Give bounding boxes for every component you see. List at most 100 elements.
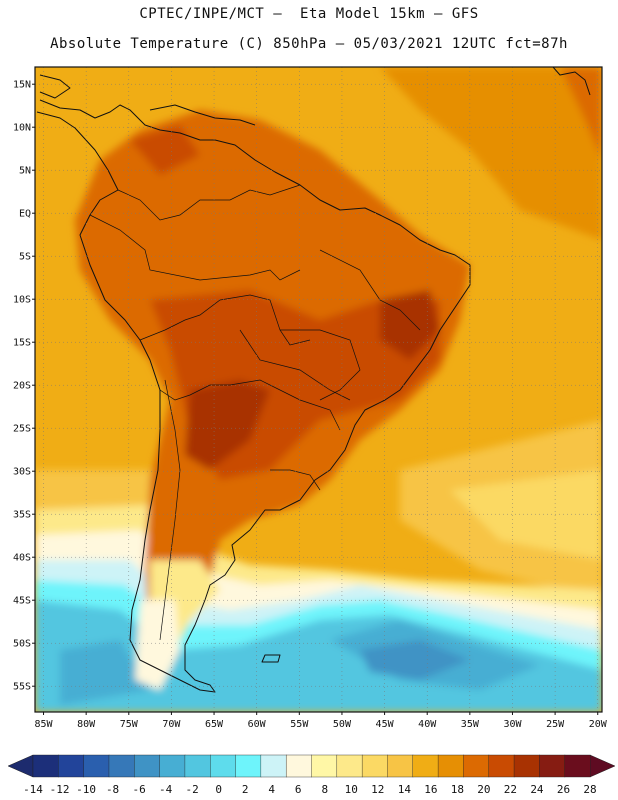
colorbar-swatch (210, 754, 237, 778)
colorbar-tick-label: 28 (583, 783, 596, 796)
lon-tick-label: 80W (77, 719, 96, 730)
lon-tick-label: 70W (162, 719, 181, 730)
central-america-coast (39, 74, 71, 99)
lon-tick-label: 60W (248, 719, 267, 730)
colorbar-tick-label: 20 (477, 783, 490, 796)
border-brazil-center (239, 329, 351, 401)
temperature-field (35, 67, 602, 712)
colorbar-tick-label: 0 (215, 783, 222, 796)
colorbar-swatch (488, 754, 515, 778)
colorbar-tick-label: -2 (186, 783, 199, 796)
lon-tick-label: 25W (546, 719, 565, 730)
lon-tick-label: 45W (376, 719, 395, 730)
lon-tick-label: 85W (34, 719, 53, 730)
lat-tick-label: 50S (13, 639, 31, 650)
colorbar-swatch (235, 754, 262, 778)
colorbar-swatch (184, 754, 211, 778)
colorbar-swatch (539, 754, 566, 778)
colorbar-swatch (58, 754, 85, 778)
colorbar-tick-label: 2 (242, 783, 249, 796)
colorbar-swatch (437, 754, 464, 778)
colorbar-over-arrow (589, 754, 616, 778)
map-frame (34, 66, 603, 713)
colorbar-tick-label: 12 (371, 783, 384, 796)
lat-tick-label: 15S (13, 338, 31, 349)
colorbar: -14 -12 -10 -8 -6 -4 -2 0 2 4 6 8 10 12 14 16 18 20 22 24 26… (7, 754, 616, 796)
lat-tick-label: 30S (13, 467, 31, 478)
colorbar-tick-label: -8 (106, 783, 119, 796)
border-north (117, 184, 301, 221)
field-venezuela-warm (130, 125, 200, 175)
colorbar-swatch (564, 754, 591, 778)
field-atlantic-pale (450, 470, 602, 560)
field-ne-warm (380, 67, 602, 240)
lon-tick-label: 55W (290, 719, 309, 730)
field-south-blue3 (360, 640, 470, 680)
colorbar-tick-label: 14 (398, 783, 412, 796)
lat-tick-label: 40S (13, 553, 31, 564)
lon-tick-label: 20W (589, 719, 608, 730)
lat-tick-label: 10N (13, 123, 31, 134)
colorbar-tick-label: 18 (451, 783, 464, 796)
colorbar-tick-label: 8 (321, 783, 328, 796)
border-brazil-states (280, 329, 361, 401)
country-borders (89, 184, 421, 641)
field-ne-hot (560, 67, 602, 160)
caribbean-coast (149, 104, 256, 126)
colorbar-swatch (412, 754, 439, 778)
colorbar-swatch (285, 754, 313, 778)
field-patagonia-cream (135, 600, 180, 690)
lat-tick-label: 15N (13, 80, 31, 91)
map-subtitle: Absolute Temperature (C) 850hPa – 05/03/… (50, 36, 568, 52)
gridlines (35, 67, 602, 712)
lat-tick-label: 5N (19, 166, 31, 177)
lat-tick-label: EQ (19, 209, 31, 220)
colorbar-swatch (83, 754, 110, 778)
lat-tick-label: 10S (13, 295, 31, 306)
lat-tick-label: 25S (13, 424, 31, 435)
colorbar-swatch (159, 754, 186, 778)
lon-tick-label: 65W (205, 719, 224, 730)
lon-tick-label: 30W (503, 719, 522, 730)
map-title: CPTEC/INPE/MCT – Eta Model 15km – GFS (139, 6, 479, 22)
colorbar-tick-label: 26 (557, 783, 570, 796)
colorbar-tick-label: 6 (295, 783, 302, 796)
colorbar-swatch (311, 754, 338, 778)
colorbar-swatch (463, 754, 490, 778)
colorbar-tick-label: 16 (424, 783, 437, 796)
lon-tick-label: 75W (120, 719, 139, 730)
colorbar-swatch (387, 754, 414, 778)
border-peru-bolivia (139, 294, 311, 346)
lon-tick-label: 40W (418, 719, 437, 730)
colorbar-tick-label: -14 (23, 783, 43, 796)
colorbar-swatch (336, 754, 363, 778)
colorbar-swatch (32, 754, 59, 778)
colorbar-tick-label: -4 (159, 783, 173, 796)
colorbar-swatch (108, 754, 135, 778)
falklands (261, 654, 281, 663)
colorbar-tick-label: 10 (345, 783, 358, 796)
border-chile-argentina (159, 379, 181, 641)
border-colombia-brazil (89, 214, 301, 281)
field-sw-blue (60, 640, 150, 705)
caribbean-islands (552, 67, 591, 96)
lat-tick-label: 20S (13, 381, 31, 392)
lon-tick-label: 35W (461, 719, 480, 730)
lat-tick-label: 5S (19, 252, 31, 263)
lon-tick-label: 50W (333, 719, 352, 730)
colorbar-under-arrow (7, 754, 34, 778)
colorbar-tick-label: 4 (268, 783, 275, 796)
lat-tick-label: 55S (13, 682, 31, 693)
colorbar-tick-label: 24 (530, 783, 544, 796)
colorbar-swatch (260, 754, 287, 778)
coastlines (36, 67, 591, 693)
colorbar-tick-label: 22 (504, 783, 517, 796)
colorbar-swatch (513, 754, 540, 778)
border-brazil-north (319, 249, 421, 331)
border-uruguay (270, 469, 321, 491)
longitude-ticks: 85W 80W 75W 70W 65W 60W 55W 50W 45W 40W 35W 30W 25W 2… (34, 712, 608, 730)
lat-tick-label: 45S (13, 596, 31, 607)
colorbar-tick-label: -10 (76, 783, 96, 796)
border-bolivia-paraguay (159, 379, 341, 431)
